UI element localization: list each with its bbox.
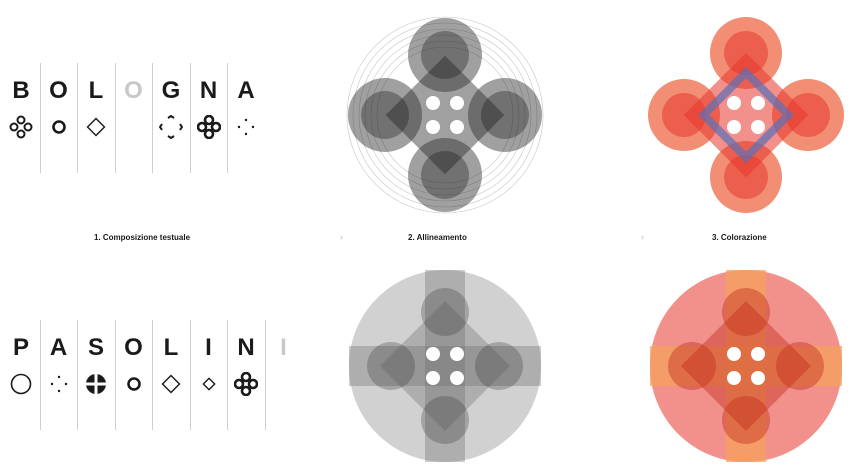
letter-column-pasolini-6: N <box>228 320 264 430</box>
column-divider <box>152 63 153 173</box>
four-ring-bold-icon <box>233 371 259 397</box>
rosette-pasolini-aligned <box>349 270 541 462</box>
bracket-diamond-icon <box>158 114 184 140</box>
letter-column-bologna-1: O <box>41 63 77 173</box>
letter: I <box>280 334 287 361</box>
step-label-composizione: 1. Composizione testuale <box>94 233 191 242</box>
letter: O <box>49 77 68 104</box>
step-label-colorazione: 3. Colorazione <box>712 233 767 242</box>
letter: N <box>237 334 255 361</box>
diamond-outline-icon <box>159 372 183 396</box>
letter-column-bologna-6: A <box>228 63 264 173</box>
column-divider <box>39 320 41 430</box>
column-divider <box>114 320 116 430</box>
letter: P <box>12 334 29 361</box>
column-divider <box>189 320 191 430</box>
four-ring-cluster-icon <box>9 115 33 139</box>
step-label-allineamento: 2. Allineamento <box>408 233 467 242</box>
ring-icon <box>122 372 146 396</box>
letter-column-pasolini-5: I <box>191 320 227 430</box>
letter-column-pasolini-2: S <box>78 320 114 430</box>
letter: B <box>12 77 30 104</box>
diamond-outline-icon <box>84 115 108 139</box>
four-dot-diamond-icon <box>234 115 258 139</box>
ring-icon <box>47 115 71 139</box>
letter: I <box>205 334 212 361</box>
large-ring-icon <box>9 372 33 396</box>
column-divider <box>152 320 153 430</box>
letter-column-pasolini-7: I <box>266 320 302 430</box>
column-divider <box>227 63 228 173</box>
rosette-pasolini-colored <box>650 270 842 462</box>
column-divider <box>264 320 266 430</box>
small-diamond-icon <box>197 372 221 396</box>
letter-column-pasolini-3: O <box>116 320 152 430</box>
letter-column-bologna-2: L <box>78 63 114 173</box>
letter: G <box>161 77 181 104</box>
letter-column-bologna-4: G <box>153 63 189 173</box>
letter-column-bologna-0: B <box>3 63 39 173</box>
letter: L <box>163 334 179 361</box>
rosette-bologna-aligned <box>346 16 544 214</box>
column-divider <box>114 63 116 173</box>
crossed-circle-icon <box>84 372 108 396</box>
column-divider <box>77 320 78 430</box>
letter: A <box>49 334 68 361</box>
letter: L <box>88 77 104 104</box>
step-arrow-1: › <box>340 232 343 242</box>
column-divider <box>189 63 191 173</box>
letter: A <box>237 77 255 104</box>
step-arrow-2: › <box>641 232 644 242</box>
letter: S <box>87 334 104 361</box>
letter-column-bologna-5: N <box>191 63 227 173</box>
four-dot-diamond-icon <box>47 372 71 396</box>
letter-column-pasolini-1: A <box>41 320 77 430</box>
letter: N <box>199 77 218 104</box>
letter: O <box>124 77 143 104</box>
column-divider <box>77 63 78 173</box>
letter-column-bologna-3: O <box>116 63 152 173</box>
column-divider <box>39 63 41 173</box>
column-divider <box>227 320 228 430</box>
letter: O <box>124 334 143 361</box>
letter-column-pasolini-0: P <box>3 320 39 430</box>
four-ring-bold-icon <box>196 114 221 140</box>
rosette-bologna-colored <box>648 17 844 213</box>
letter-column-pasolini-4: L <box>153 320 189 430</box>
